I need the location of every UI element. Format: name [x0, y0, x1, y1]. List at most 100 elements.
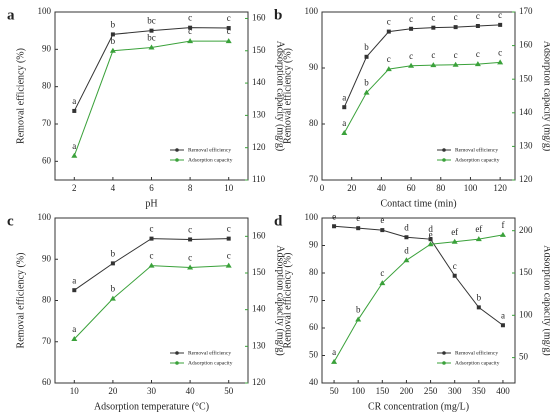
data-point	[187, 38, 194, 44]
significance-letter: b	[364, 42, 369, 52]
y-tick-label: 60	[42, 377, 52, 387]
y2-axis-label: Adsorption capacity (mg/g)	[275, 245, 286, 356]
legend-marker	[442, 351, 446, 355]
y2-tick-label: 150	[519, 73, 533, 83]
significance-letter: c	[454, 50, 458, 60]
x-tick-label: 150	[376, 386, 390, 396]
legend-label: Removal efficiency	[455, 349, 498, 356]
x-axis-label: pH	[145, 198, 157, 209]
significance-letter: c	[409, 14, 413, 24]
significance-letter: c	[454, 12, 458, 22]
significance-letter: bc	[147, 33, 156, 43]
legend-label: Adsorption capacity	[188, 360, 233, 366]
x-tick-label: 120	[493, 183, 507, 193]
x-tick-label: 60	[407, 183, 417, 193]
series-line	[73, 265, 229, 340]
data-point	[379, 280, 386, 286]
significance-letter: f	[501, 220, 504, 230]
panel-label: c	[7, 213, 14, 229]
y-tick-label: 80	[309, 267, 319, 277]
y-tick-label: 100	[38, 212, 52, 222]
x-tick-label: 20	[347, 183, 357, 193]
data-point	[356, 226, 361, 231]
x-tick-label: 40	[186, 386, 196, 396]
significance-letter: b	[111, 284, 116, 294]
significance-letter: b	[111, 36, 116, 46]
x-tick-label: 0	[320, 183, 325, 193]
x-axis-label: Adsorption temperature (°C)	[94, 401, 209, 412]
data-point	[475, 24, 480, 28]
x-tick-label: 50	[330, 386, 340, 396]
y-tick-label: 90	[42, 43, 52, 53]
data-point	[331, 358, 338, 364]
significance-letter: b	[477, 292, 482, 302]
data-point	[428, 237, 433, 242]
y2-tick-label: 200	[519, 225, 533, 235]
significance-letter: c	[188, 225, 192, 235]
legend-marker	[175, 351, 179, 355]
significance-letter: d	[404, 245, 409, 255]
significance-letter: c	[409, 51, 413, 61]
data-point	[453, 25, 458, 30]
significance-letter: b	[111, 19, 116, 29]
significance-letter: c	[227, 13, 231, 23]
series-line	[333, 234, 504, 363]
significance-letter: e	[332, 211, 336, 221]
data-point	[72, 288, 77, 293]
plot-frame	[321, 217, 516, 384]
significance-letter: e	[429, 229, 433, 239]
x-tick-label: 40	[377, 183, 387, 193]
significance-letter: c	[476, 11, 480, 21]
significance-letter: c	[387, 54, 391, 64]
y-axis-label: Removal efficiency (%)	[15, 48, 26, 144]
x-tick-label: 100	[464, 183, 478, 193]
data-point	[355, 316, 362, 322]
y2-tick-label: 140	[252, 77, 266, 87]
legend-label: Removal efficiency	[188, 349, 231, 356]
significance-letter: a	[342, 118, 346, 128]
y-tick-label: 80	[42, 295, 52, 305]
legend-marker	[175, 158, 179, 162]
plot-frame	[54, 217, 249, 384]
y-tick-label: 70	[42, 336, 52, 346]
data-point	[332, 224, 337, 229]
y2-tick-label: 150	[252, 45, 266, 55]
significance-letter: c	[431, 13, 435, 23]
y2-tick-label: 170	[519, 6, 533, 16]
y-tick-label: 70	[309, 174, 319, 184]
y2-tick-label: 100	[519, 309, 533, 319]
data-point	[452, 61, 459, 67]
data-point	[498, 22, 503, 27]
data-point	[109, 295, 116, 301]
y-tick-label: 80	[309, 118, 319, 128]
significance-letter: c	[453, 261, 457, 271]
y-axis-label: Removal efficiency (%)	[282, 48, 293, 144]
significance-letter: c	[380, 268, 384, 278]
significance-letter: c	[476, 49, 480, 59]
panel-label: d	[274, 213, 283, 229]
significance-letter: a	[72, 275, 76, 285]
y-axis-label: Removal efficiency (%)	[15, 253, 26, 349]
y-tick-label: 100	[305, 212, 319, 222]
data-point	[427, 241, 434, 247]
series-line	[343, 61, 501, 134]
x-tick-label: 10	[70, 386, 80, 396]
legend-marker	[175, 148, 179, 152]
data-point	[499, 231, 506, 237]
y-tick-label: 60	[309, 322, 319, 332]
data-point	[452, 273, 457, 278]
significance-letter: c	[188, 26, 192, 36]
data-point	[110, 32, 115, 37]
significance-letter: b	[111, 248, 116, 258]
x-tick-label: 80	[436, 183, 446, 193]
data-point	[385, 66, 392, 72]
legend-marker	[442, 148, 446, 152]
y2-tick-label: 150	[519, 267, 533, 277]
significance-letter: ef	[451, 227, 458, 237]
y2-tick-label: 130	[519, 140, 533, 150]
y-tick-label: 40	[309, 377, 319, 387]
significance-letter: c	[387, 17, 391, 27]
significance-letter: d	[428, 224, 433, 234]
data-point	[451, 238, 458, 244]
